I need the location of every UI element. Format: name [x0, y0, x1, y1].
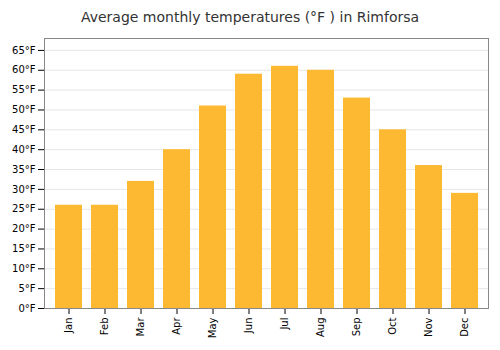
- svg-text:Dec: Dec: [459, 318, 470, 337]
- svg-text:45°F: 45°F: [12, 124, 36, 135]
- html-text:Average monthly temperatures (: Average monthly temperatures (°F ) in Ri…: [80, 9, 420, 25]
- svg-text:20°F: 20°F: [12, 223, 36, 234]
- svg-text:Apr: Apr: [171, 317, 182, 335]
- svg-text:Oct: Oct: [387, 317, 398, 334]
- svg-text:0°F: 0°F: [18, 303, 35, 314]
- svg-text:35°F: 35°F: [12, 164, 36, 175]
- svg-text:25°F: 25°F: [12, 203, 36, 214]
- svg-text:Jun: Jun: [243, 318, 254, 335]
- svg-text:15°F: 15°F: [12, 243, 36, 254]
- svg-text:Nov: Nov: [423, 317, 434, 337]
- svg-text:Aug: Aug: [315, 318, 326, 338]
- svg-text:10°F: 10°F: [12, 263, 36, 274]
- svg-text:60°F: 60°F: [12, 64, 36, 75]
- svg-text:30°F: 30°F: [12, 184, 36, 195]
- svg-text:Sep: Sep: [351, 318, 362, 337]
- svg-text:Jan: Jan: [63, 318, 74, 334]
- svg-text:5°F: 5°F: [18, 283, 35, 294]
- svg-text:May: May: [207, 317, 218, 338]
- svg-text:40°F: 40°F: [12, 144, 36, 155]
- svg-text:Jul: Jul: [279, 318, 290, 331]
- svg-text:65°F: 65°F: [12, 45, 36, 56]
- svg-text:Feb: Feb: [99, 318, 110, 336]
- svg-text:Mar: Mar: [135, 317, 146, 337]
- svg-text:55°F: 55°F: [12, 84, 36, 95]
- svg-text:50°F: 50°F: [12, 104, 36, 115]
